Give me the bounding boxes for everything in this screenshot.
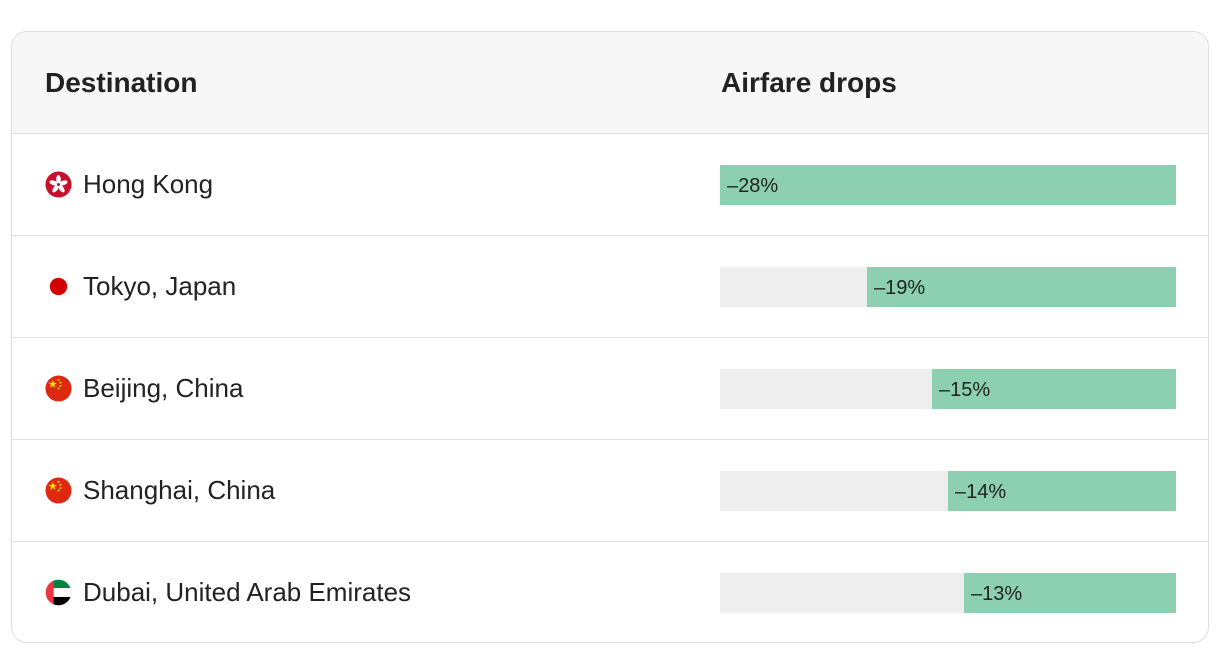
table-row: Beijing, China –15% xyxy=(12,338,1208,440)
bar-track: –28% xyxy=(720,165,1176,205)
airfare-drop-bar: –28% xyxy=(720,165,1176,205)
airfare-drop-bar: –19% xyxy=(867,267,1176,307)
table-row: Dubai, United Arab Emirates –13% xyxy=(12,542,1208,642)
japan-flag-icon xyxy=(45,273,72,300)
airfare-drops-table: Destination Airfare drops Hong Kong –28% T… xyxy=(11,31,1209,643)
destination-name: Beijing, China xyxy=(83,373,244,403)
table-row: Shanghai, China –14% xyxy=(12,440,1208,542)
airfare-drop-value: –19% xyxy=(874,277,926,299)
airfare-drops-column-header: Airfare drops xyxy=(721,67,897,98)
airfare-drop-bar: –15% xyxy=(932,369,1176,409)
destination-name: Tokyo, Japan xyxy=(83,271,237,301)
destination-name: Hong Kong xyxy=(83,169,214,199)
airfare-drop-bar: –13% xyxy=(964,573,1176,613)
destination-name: Dubai, United Arab Emirates xyxy=(83,577,412,607)
table-row: Tokyo, Japan –19% xyxy=(12,236,1208,338)
airfare-drop-value: –15% xyxy=(939,379,991,401)
china-flag-icon xyxy=(45,375,72,402)
airfare-drop-value: –28% xyxy=(727,175,779,197)
destination-column-header: Destination xyxy=(45,67,198,98)
airfare-drop-value: –13% xyxy=(971,583,1023,605)
china-flag-icon xyxy=(45,477,72,504)
table-row: Hong Kong –28% xyxy=(12,134,1208,236)
table-header: Destination Airfare drops xyxy=(12,32,1208,134)
bar-track: –13% xyxy=(720,573,1176,613)
bar-track: –14% xyxy=(720,471,1176,511)
destination-name: Shanghai, China xyxy=(83,475,276,505)
hong-kong-flag-icon xyxy=(45,171,72,198)
bar-track: –15% xyxy=(720,369,1176,409)
airfare-drop-value: –14% xyxy=(955,481,1007,503)
airfare-drop-bar: –14% xyxy=(948,471,1176,511)
bar-track: –19% xyxy=(720,267,1176,307)
uae-flag-icon xyxy=(45,579,72,606)
